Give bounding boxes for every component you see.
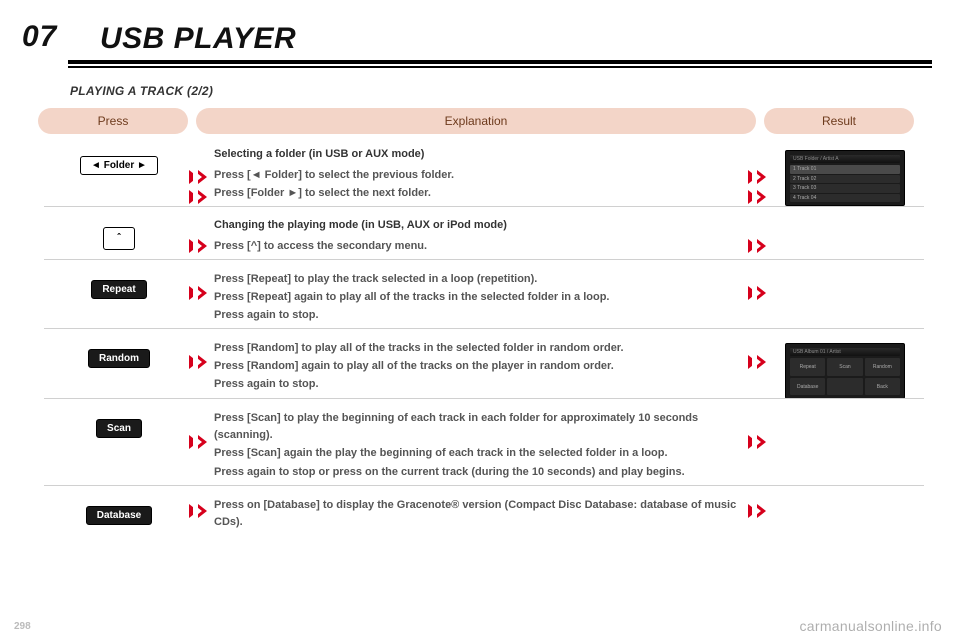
section-title: PLAYING A TRACK (2/2) [70, 84, 932, 98]
instruction-row: Random Press [Random] to play all of the … [44, 331, 932, 401]
result-cell [770, 407, 920, 485]
explanation-cell: Press on [Database] to display the Grace… [202, 494, 762, 536]
chevron-left-icon [198, 355, 207, 369]
chevron-left-icon [198, 190, 207, 204]
press-cell: ＾ [44, 215, 194, 260]
chevron-right-icon [757, 504, 766, 518]
instruction-rows: ◄ Folder ► Selecting a folder (in USB or … [44, 138, 932, 538]
chevron-left-icon [198, 239, 207, 253]
explanation-line: Press [Repeat] again to play all of the … [214, 289, 748, 306]
explanation-line: Press [Repeat] to play the track selecte… [214, 271, 748, 288]
chevron-right-icon [757, 190, 766, 204]
chevron-right-icon [757, 286, 766, 300]
instruction-row: Database Press on [Database] to display t… [44, 488, 932, 538]
column-headers: Press Explanation Result [38, 108, 932, 134]
chevron-right-icon [757, 239, 766, 253]
press-cell: Database [44, 494, 194, 536]
press-button[interactable]: Database [86, 506, 152, 525]
explanation-cell: Press [Repeat] to play the track selecte… [202, 268, 762, 329]
explanation-cell: Press [Scan] to play the beginning of ea… [202, 407, 762, 485]
result-screenshot: USB Album 01 / ArtistRepeatScanRandomDat… [785, 343, 905, 399]
chevron-right-icon [757, 170, 766, 184]
explanation-title: Changing the playing mode (in USB, AUX o… [214, 217, 748, 234]
header-rule-thick [68, 60, 932, 64]
explanation-line: Press [Scan] again the play the beginnin… [214, 445, 748, 462]
result-screenshot: USB Folder / Artist A1 Track 012 Track 0… [785, 150, 905, 206]
instruction-row: Repeat Press [Repeat] to play the track s… [44, 262, 932, 331]
chevron-left-icon [198, 170, 207, 184]
result-cell [770, 494, 920, 536]
explanation-line: Press [Random] to play all of the tracks… [214, 340, 748, 357]
chevron-left-icon [198, 504, 207, 518]
press-button[interactable]: Scan [96, 419, 142, 438]
press-button[interactable]: ◄ Folder ► [80, 156, 158, 175]
row-separator [44, 259, 924, 260]
result-cell: USB Album 01 / ArtistRepeatScanRandomDat… [770, 337, 920, 399]
chevron-right-icon [757, 435, 766, 449]
watermark: carmanualsonline.info [800, 618, 943, 634]
explanation-title: Selecting a folder (in USB or AUX mode) [214, 146, 748, 163]
explanation-line: Press again to stop. [214, 376, 748, 393]
result-cell: USB Folder / Artist A1 Track 012 Track 0… [770, 144, 920, 207]
page-header: 07 USB PLAYER [28, 24, 932, 70]
chapter-number-box: 07 [22, 20, 100, 64]
explanation-line: Press [◄ Folder] to select the previous … [214, 167, 748, 184]
press-button[interactable]: Random [88, 349, 150, 368]
chapter-title: USB PLAYER [100, 22, 296, 56]
instruction-row: Scan Press [Scan] to play the beginning o… [44, 401, 932, 487]
row-separator [44, 206, 924, 207]
explanation-line: Press again to stop. [214, 307, 748, 324]
instruction-row: ◄ Folder ► Selecting a folder (in USB or … [44, 138, 932, 209]
press-button[interactable]: ＾ [103, 227, 135, 250]
chevron-left-icon [198, 286, 207, 300]
row-separator [44, 485, 924, 486]
chevron-right-icon [757, 355, 766, 369]
chapter-number: 07 [22, 20, 57, 53]
explanation-line: Press [Random] again to play all of the … [214, 358, 748, 375]
instruction-row: ＾ Changing the playing mode (in USB, AUX … [44, 209, 932, 262]
press-cell: Repeat [44, 268, 194, 329]
press-cell: ◄ Folder ► [44, 144, 194, 207]
press-cell: Scan [44, 407, 194, 485]
press-button[interactable]: Repeat [91, 280, 146, 299]
explanation-cell: Selecting a folder (in USB or AUX mode) P… [202, 144, 762, 207]
explanation-line: Press [Scan] to play the beginning of ea… [214, 410, 748, 444]
explanation-line: Press on [Database] to display the Grace… [214, 497, 748, 531]
explanation-line: Press [^] to access the secondary menu. [214, 238, 748, 255]
explanation-cell: Changing the playing mode (in USB, AUX o… [202, 215, 762, 260]
result-cell [770, 268, 920, 329]
row-separator [44, 328, 924, 329]
explanation-line: Press again to stop or press on the curr… [214, 464, 748, 481]
row-separator [44, 398, 924, 399]
chevron-left-icon [198, 435, 207, 449]
result-cell [770, 215, 920, 260]
col-press: Press [38, 108, 188, 134]
press-cell: Random [44, 337, 194, 399]
page-number: 298 [14, 621, 31, 632]
col-explanation: Explanation [196, 108, 756, 134]
header-rule-thin [68, 66, 932, 68]
explanation-line: Press [Folder ►] to select the next fold… [214, 185, 748, 202]
explanation-cell: Press [Random] to play all of the tracks… [202, 337, 762, 399]
col-result: Result [764, 108, 914, 134]
